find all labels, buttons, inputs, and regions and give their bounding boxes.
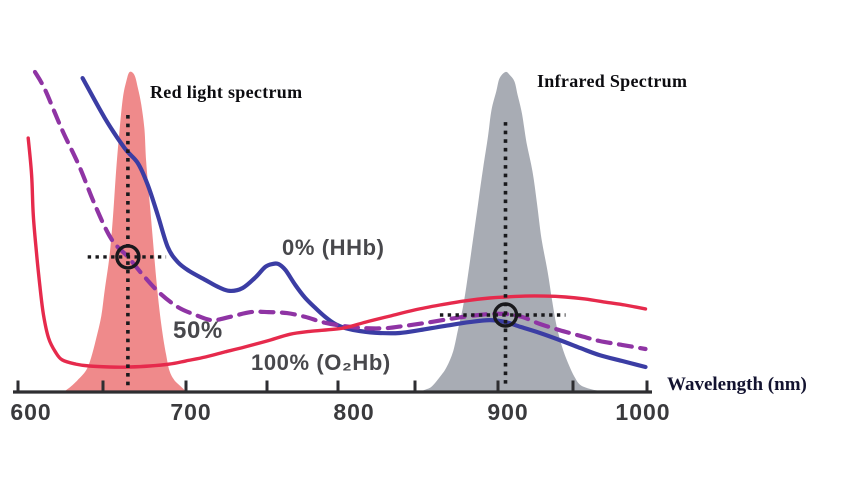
x-axis bbox=[13, 380, 652, 394]
infrared-spectrum-title: Infrared Spectrum bbox=[537, 71, 688, 91]
hhb-curve-label: 0% (HHb) bbox=[282, 235, 385, 260]
red-light-spectrum-area bbox=[62, 71, 188, 393]
o2hb-curve bbox=[26, 136, 648, 369]
x-tick-label-900: 900 bbox=[487, 399, 529, 425]
red-light-spectrum-title: Red light spectrum bbox=[150, 82, 303, 102]
x-tick-label-600: 600 bbox=[10, 399, 52, 425]
red-light-operating-point-circle bbox=[115, 244, 141, 270]
infrared-operating-point-circle bbox=[492, 302, 519, 328]
x-tick-label-800: 800 bbox=[333, 399, 375, 425]
infrared-spectrum-area bbox=[416, 71, 636, 393]
x-tick-label-700: 700 bbox=[170, 399, 212, 425]
hhb-curve bbox=[80, 76, 648, 370]
x-axis-label: Wavelength (nm) bbox=[667, 374, 807, 395]
spectrum-areas bbox=[62, 71, 636, 393]
o2hb-curve-label: 100% (O₂Hb) bbox=[251, 350, 391, 375]
fifty-percent-curve-label: 50% bbox=[173, 317, 223, 344]
crosshair-markers bbox=[87, 115, 566, 391]
x-tick-label-1000: 1000 bbox=[615, 399, 671, 425]
